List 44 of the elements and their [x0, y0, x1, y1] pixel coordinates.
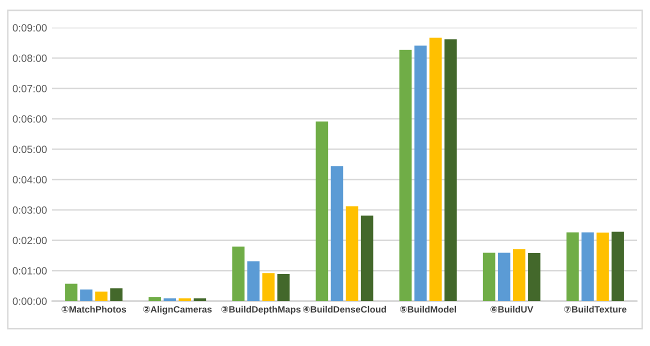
bar [277, 274, 290, 302]
bar [360, 216, 374, 302]
x-tick-label: ④BuildDenseCloud [302, 306, 386, 313]
bar [316, 122, 328, 302]
y-tick-label: 0:00:00 [12, 298, 47, 305]
x-tick-label: ⑤BuildModel [400, 306, 456, 313]
bar [566, 232, 579, 302]
bar [612, 232, 624, 302]
y-tick-label: 0:03:00 [12, 206, 47, 214]
bar [148, 297, 161, 302]
bar [330, 166, 344, 302]
y-tick-label: 0:06:00 [12, 115, 47, 123]
bar [80, 289, 92, 302]
bar [528, 253, 540, 302]
bar [65, 284, 78, 302]
y-tick-label: 0:04:00 [12, 176, 47, 184]
bar [596, 232, 609, 302]
x-tick-label: ①MatchPhotos [62, 306, 126, 313]
bar [178, 298, 192, 302]
bar [247, 261, 260, 302]
bar [498, 252, 510, 302]
bar [262, 273, 275, 302]
x-tick-label: ⑦BuildTexture [564, 306, 626, 313]
bar [414, 46, 427, 302]
bar [399, 50, 412, 302]
bar [582, 232, 594, 302]
bar [95, 292, 108, 302]
bar [482, 252, 496, 302]
bar [232, 246, 245, 302]
x-tick-label: ③BuildDepthMaps [221, 306, 301, 314]
bar [346, 206, 358, 302]
bar [444, 39, 457, 302]
y-tick-label: 0:02:00 [12, 236, 47, 244]
y-tick-label: 0:07:00 [12, 84, 47, 92]
y-tick-label: 0:01:00 [12, 267, 47, 275]
bar [164, 298, 176, 302]
y-tick-label: 0:05:00 [12, 146, 47, 154]
x-tick-label: ⑥BuildUV [490, 306, 534, 313]
x-tick-label: ②AlignCameras [143, 306, 212, 314]
bar [110, 288, 123, 302]
y-tick-label: 0:09:00 [12, 24, 47, 32]
bar [429, 38, 442, 302]
bar [512, 249, 526, 302]
y-tick-label: 0:08:00 [12, 54, 47, 62]
